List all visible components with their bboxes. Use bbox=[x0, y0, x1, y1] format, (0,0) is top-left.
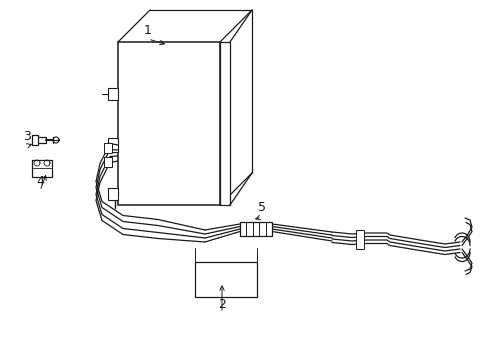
Polygon shape bbox=[355, 230, 363, 248]
Polygon shape bbox=[104, 157, 112, 167]
Text: 5: 5 bbox=[258, 202, 265, 215]
Text: 4: 4 bbox=[36, 175, 44, 189]
Polygon shape bbox=[108, 88, 118, 100]
Polygon shape bbox=[32, 160, 52, 177]
Polygon shape bbox=[104, 143, 112, 153]
Polygon shape bbox=[118, 42, 220, 205]
Text: 1: 1 bbox=[144, 23, 152, 36]
Text: 3: 3 bbox=[23, 130, 31, 144]
Text: 2: 2 bbox=[218, 297, 225, 310]
Polygon shape bbox=[195, 262, 257, 297]
Polygon shape bbox=[240, 222, 271, 236]
Polygon shape bbox=[108, 188, 118, 200]
Polygon shape bbox=[220, 42, 229, 205]
Polygon shape bbox=[108, 138, 118, 152]
